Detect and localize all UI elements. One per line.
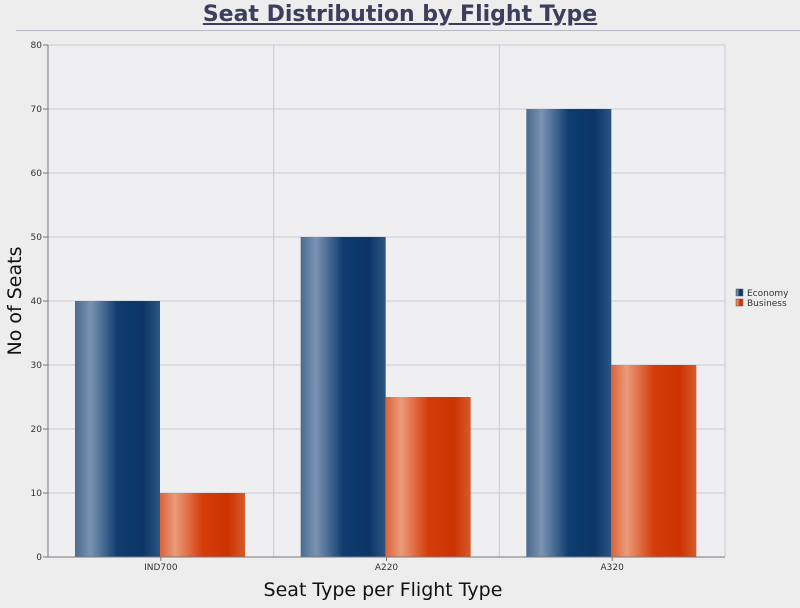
x-tick-label: A320 <box>600 563 624 573</box>
chart-title: Seat Distribution by Flight Type <box>202 2 598 27</box>
x-axis-title: Seat Type per Flight Type <box>264 579 503 601</box>
y-tick-label: 60 <box>31 169 43 179</box>
y-tick-label: 0 <box>36 553 42 563</box>
grid-layer <box>48 44 726 557</box>
y-tick-label: 80 <box>31 41 43 51</box>
legend-label-business: Business <box>747 299 787 309</box>
legend-label-economy: Economy <box>747 289 789 299</box>
y-tick-label: 20 <box>31 425 43 435</box>
bar-business-a320 <box>611 365 697 557</box>
bar-economy-a220 <box>300 237 386 557</box>
y-tick-label: 40 <box>31 297 43 307</box>
y-axis-title: No of Seats <box>4 247 26 356</box>
y-tick-label: 70 <box>31 105 43 115</box>
y-tick-label: 30 <box>31 361 43 371</box>
title-rule <box>16 30 800 31</box>
bar-business-a220 <box>385 397 471 557</box>
y-tick-label: 50 <box>31 233 43 243</box>
y-tick-label: 10 <box>31 489 43 499</box>
bar-business-ind700 <box>160 493 245 557</box>
x-tick-label: IND700 <box>144 563 178 573</box>
axes-layer: 0 10 20 30 40 50 60 70 80 IND700 A220 A320 <box>31 41 725 573</box>
legend-swatch-business <box>735 298 744 307</box>
x-tick-label: A220 <box>375 563 399 573</box>
bar-economy-ind700 <box>75 301 160 557</box>
legend-swatch-economy <box>735 288 744 297</box>
bar-economy-a320 <box>526 109 612 557</box>
bars-layer <box>75 109 697 557</box>
